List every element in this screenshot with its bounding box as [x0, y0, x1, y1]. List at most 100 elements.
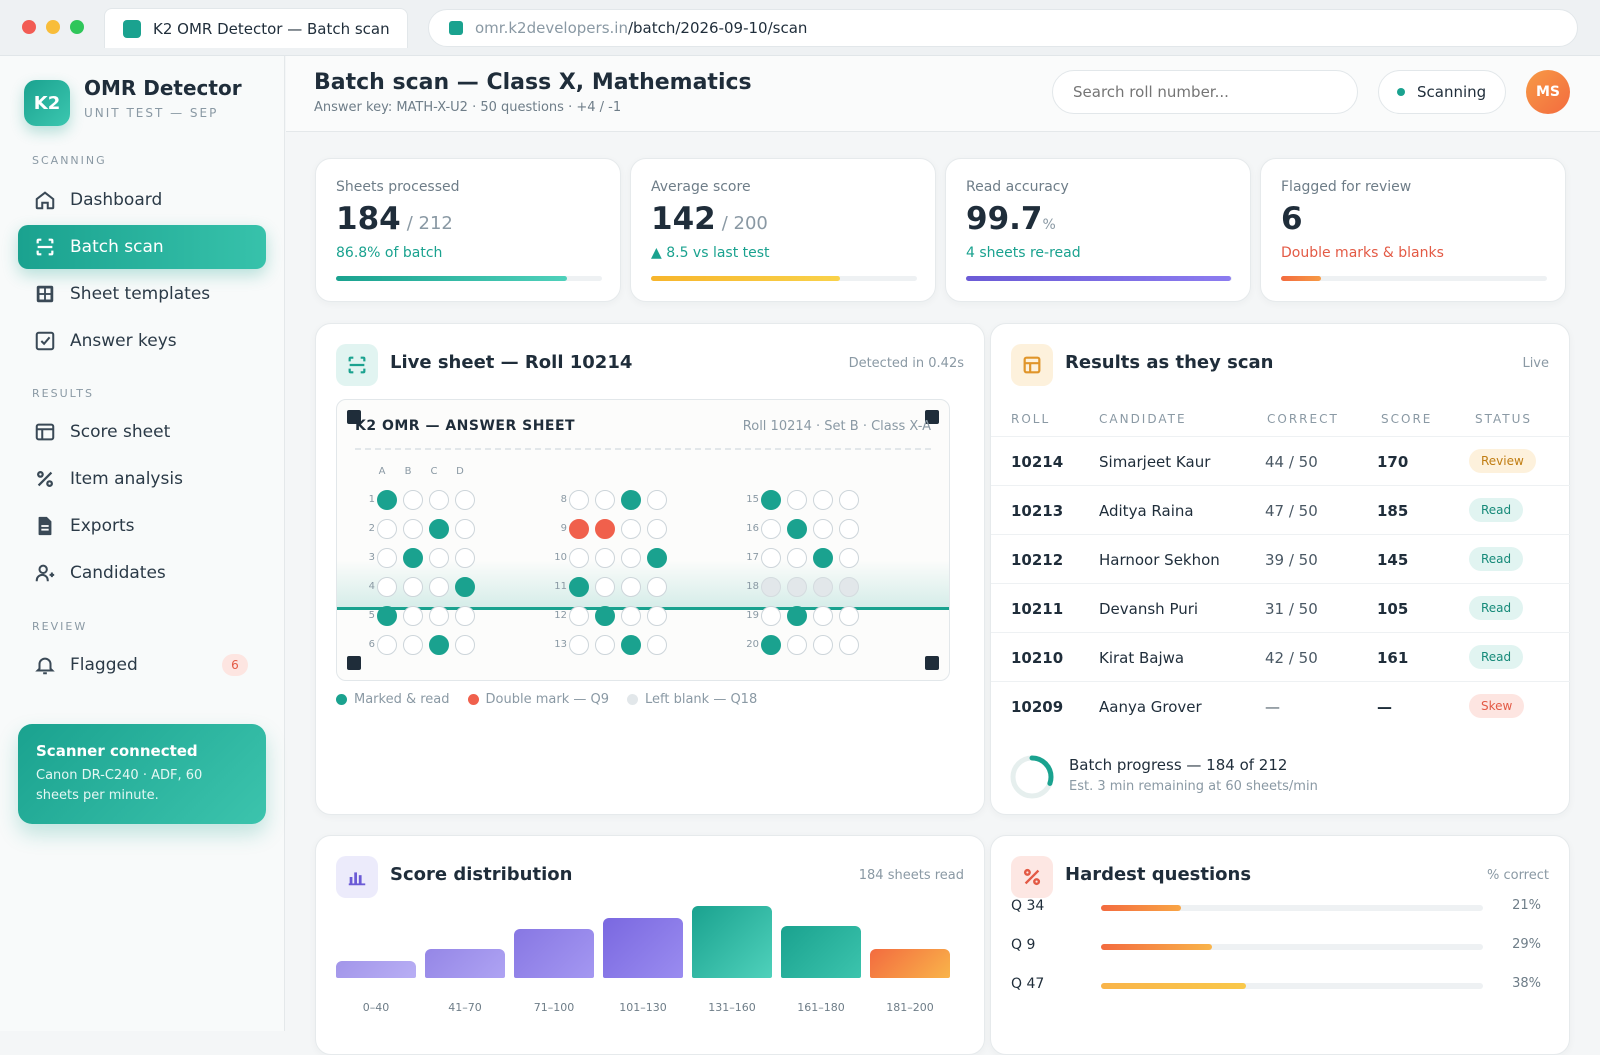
minimize-window-button[interactable] — [46, 20, 60, 34]
answer-bubble — [569, 577, 589, 597]
status-badge[interactable]: Read — [1469, 596, 1524, 620]
status-dot-icon — [1397, 88, 1405, 96]
correct-cell: — — [1265, 698, 1280, 716]
column-header[interactable]: STATUS — [1475, 412, 1533, 426]
answer-bubble — [403, 635, 423, 655]
sidebar-item-label: Item analysis — [70, 469, 183, 489]
stat-subtext: ▲ 8.5 vs last test — [651, 245, 770, 261]
batch-progress-title: Batch progress — 184 of 212 — [1069, 756, 1288, 774]
distribution-bar[interactable] — [425, 949, 505, 978]
distribution-bar[interactable] — [603, 918, 683, 978]
browser-tab[interactable]: K2 OMR Detector — Batch scan — [104, 8, 408, 48]
option-label: A — [378, 466, 386, 477]
percent-correct-label: % correct — [1486, 868, 1549, 883]
section-label-review: REVIEW — [32, 620, 88, 633]
sidebar-item-sheet-templates[interactable]: Sheet templates — [18, 272, 266, 316]
stat-value: 99.7% — [966, 201, 1056, 237]
registration-mark — [925, 656, 939, 670]
user-avatar[interactable]: MS — [1526, 70, 1570, 114]
correct-cell: 42 / 50 — [1265, 649, 1318, 667]
answer-bubble — [569, 519, 589, 539]
search-input[interactable] — [1052, 70, 1358, 114]
stat-label: Average score — [651, 179, 751, 195]
stat-value: 6 — [1281, 201, 1303, 237]
answer-bubble — [839, 635, 859, 655]
roll-cell: 10211 — [1011, 600, 1064, 618]
answer-bubble — [455, 548, 475, 568]
status-badge[interactable]: Read — [1469, 547, 1524, 571]
status-badge[interactable]: Review — [1469, 449, 1536, 473]
stat-progress-bar — [336, 276, 602, 281]
sidebar-item-answer-keys[interactable]: Answer keys — [18, 319, 266, 363]
close-window-button[interactable] — [22, 20, 36, 34]
sidebar-item-dashboard[interactable]: Dashboard — [18, 178, 266, 222]
registration-mark — [347, 656, 361, 670]
distribution-bar[interactable] — [514, 929, 594, 978]
table-row[interactable]: 10210 Kirat Bajwa 42 / 50 161 Read — [991, 632, 1571, 681]
live-sheet-card: Live sheet — Roll 10214 Detected in 0.42… — [315, 323, 985, 815]
answer-bubble — [839, 577, 859, 597]
hardest-question-row[interactable]: Q 9 29% — [1011, 937, 1541, 957]
answer-bubble — [377, 490, 397, 510]
hardest-title: Hardest questions — [1065, 864, 1252, 885]
correct-cell: 44 / 50 — [1265, 453, 1318, 471]
question-number: 9 — [560, 523, 567, 534]
section-label-results: RESULTS — [32, 387, 94, 400]
maximize-window-button[interactable] — [70, 20, 84, 34]
question-number: 5 — [368, 610, 375, 621]
sidebar-item-exports[interactable]: Exports — [18, 504, 266, 548]
sidebar-item-label: Candidates — [70, 563, 166, 583]
answer-bubble — [787, 548, 807, 568]
percent-bar — [1101, 905, 1483, 911]
hardest-question-row[interactable]: Q 34 21% — [1011, 898, 1541, 918]
users-icon — [35, 564, 55, 582]
answer-bubble — [403, 519, 423, 539]
column-header[interactable]: SCORE — [1381, 412, 1433, 426]
distribution-bar[interactable] — [336, 961, 416, 978]
sidebar-item-flagged[interactable]: Flagged 6 — [18, 643, 266, 687]
question-number: 10 — [554, 552, 567, 563]
option-label: D — [456, 466, 464, 477]
favicon-icon — [123, 19, 141, 38]
status-badge[interactable]: Skew — [1469, 694, 1525, 718]
table-row[interactable]: 10212 Harnoor Sekhon 39 / 50 145 Read — [991, 534, 1571, 583]
scanning-status-pill[interactable]: Scanning — [1378, 70, 1506, 114]
distribution-bar[interactable] — [692, 906, 772, 978]
percent-value: 21% — [1512, 898, 1541, 913]
sidebar-item-item-analysis[interactable]: Item analysis — [18, 457, 266, 501]
column-header[interactable]: CANDIDATE — [1099, 412, 1187, 426]
answer-bubble — [813, 490, 833, 510]
sidebar: K2 OMR Detector UNIT TEST — SEP SCANNING… — [0, 56, 285, 1031]
category-label: 0–40 — [362, 1001, 390, 1014]
answer-bubble — [621, 490, 641, 510]
table-row[interactable]: 10209 Aanya Grover — — Skew — [991, 681, 1571, 730]
stat-progress-fill — [336, 276, 567, 281]
sidebar-item-batch-scan[interactable]: Batch scan — [18, 225, 266, 269]
table-row[interactable]: 10214 Simarjeet Kaur 44 / 50 170 Review — [991, 436, 1571, 485]
distribution-bar[interactable] — [781, 926, 861, 978]
scan-icon — [36, 238, 54, 256]
hardest-question-row[interactable]: Q 47 38% — [1011, 976, 1541, 996]
distribution-bar[interactable] — [870, 949, 950, 978]
status-badge[interactable]: Read — [1469, 645, 1524, 669]
status-badge[interactable]: Read — [1469, 498, 1524, 522]
address-bar[interactable]: omr.k2developers.in /batch/2026-09-10/sc… — [428, 9, 1578, 47]
answer-bubble — [787, 519, 807, 539]
answer-bubble — [647, 577, 667, 597]
table-row[interactable]: 10211 Devansh Puri 31 / 50 105 Read — [991, 583, 1571, 632]
column-header[interactable]: ROLL — [1011, 412, 1051, 426]
answer-bubble — [403, 577, 423, 597]
roll-cell: 10210 — [1011, 649, 1064, 667]
table-row[interactable]: 10213 Aditya Raina 47 / 50 185 Read — [991, 485, 1571, 534]
column-header[interactable]: CORRECT — [1267, 412, 1339, 426]
answer-bubble — [595, 635, 615, 655]
sidebar-item-score-sheet[interactable]: Score sheet — [18, 410, 266, 454]
answer-bubble — [429, 606, 449, 626]
answer-bubble — [429, 635, 449, 655]
sidebar-item-candidates[interactable]: Candidates — [18, 551, 266, 595]
batch-progress-ring — [1010, 755, 1054, 799]
table-icon — [1011, 344, 1053, 386]
app-logo[interactable]: K2 — [24, 80, 70, 126]
category-label: 71–100 — [533, 1001, 575, 1014]
page-title: Batch scan — Class X, Mathematics — [314, 70, 752, 95]
